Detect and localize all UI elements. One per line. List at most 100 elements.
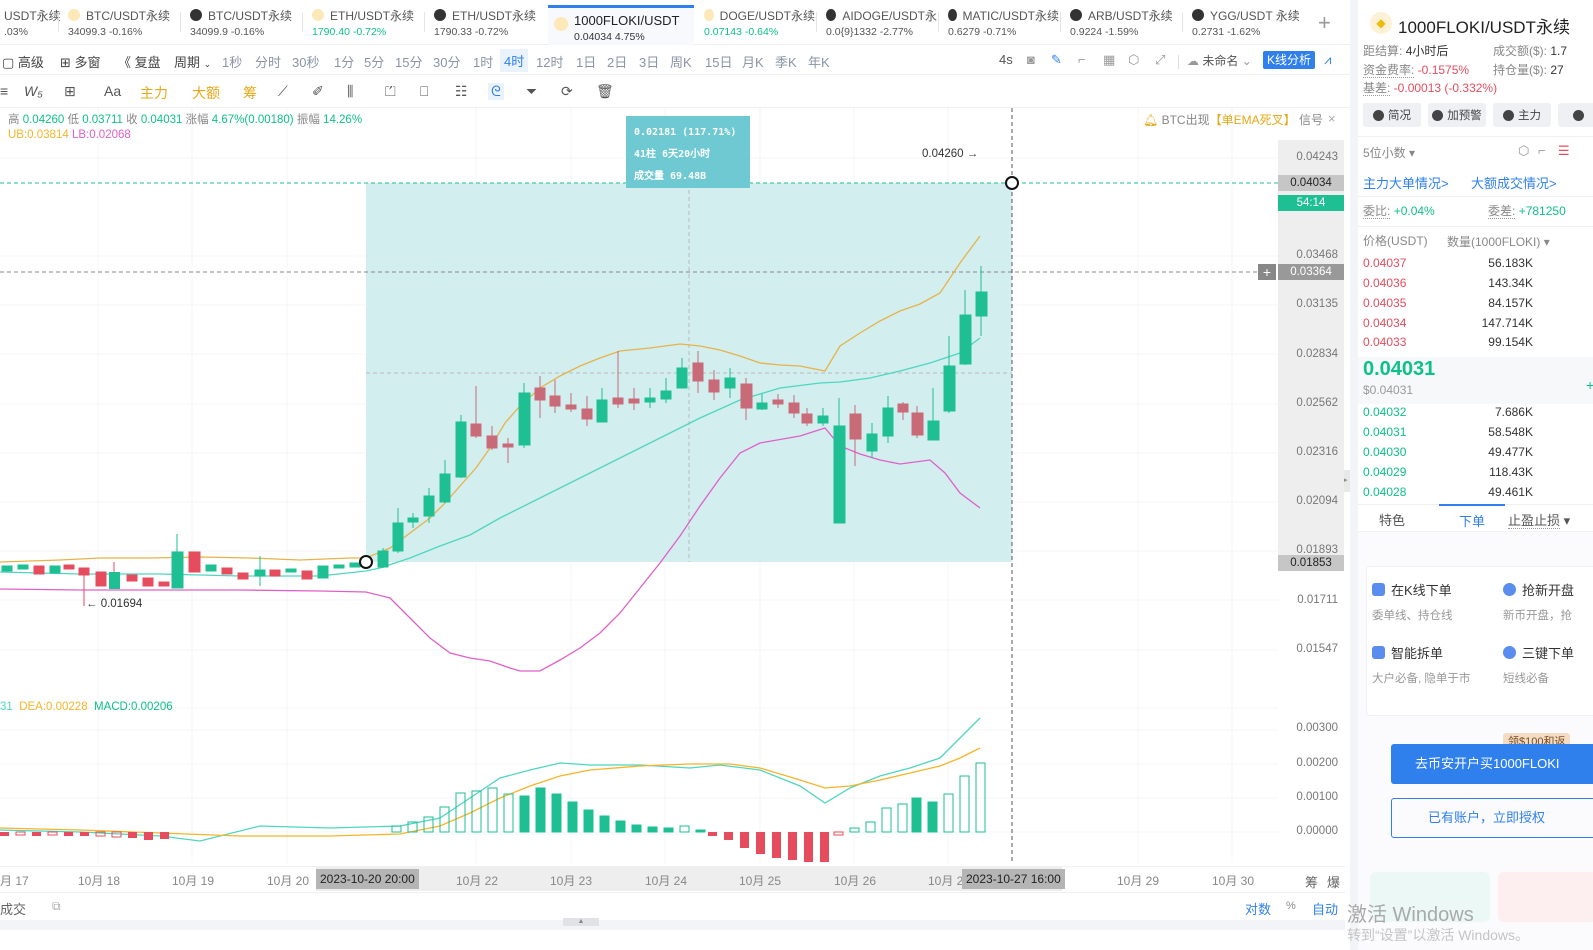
period-15d[interactable]: 15日 <box>705 55 733 70</box>
add-tab-button[interactable]: + <box>1318 10 1331 35</box>
trades-toggle[interactable]: 成交 <box>0 902 27 917</box>
authorize-button[interactable]: 已有账户，立即授权 <box>1391 798 1593 838</box>
collapse-panel-handle[interactable]: ▸ <box>1344 470 1350 492</box>
tab-symbol-1[interactable]: BTC/USDT永续 34099.3 -0.16% <box>64 6 179 42</box>
ask-row[interactable]: 0.04037 56.183K <box>1363 256 1533 270</box>
tab-place-order[interactable]: 下单 <box>1439 504 1505 532</box>
decimals-dropdown[interactable]: 5位小数 ▾ <box>1363 146 1416 160</box>
period-15m[interactable]: 15分 <box>395 55 423 70</box>
filter-icon[interactable]: ⏷ <box>526 83 538 99</box>
overview-button[interactable]: 简况 <box>1363 103 1421 127</box>
tab-symbol-6[interactable]: DOGE/USDT永续 0.07143 -0.64% <box>700 6 815 42</box>
ask-row[interactable]: 0.04036 143.34K <box>1363 276 1533 290</box>
period-dropdown[interactable]: 周期 ⌄ <box>174 55 212 70</box>
feature-kline-order[interactable]: 在K线下单 委单线、持仓线 <box>1372 583 1453 622</box>
advanced-button[interactable]: ▢ 高级 <box>2 55 44 70</box>
funding-rate-info[interactable]: 资金费率: -0.1575% <box>1363 63 1470 78</box>
bid-row[interactable]: 0.04030 49.477K <box>1363 445 1533 459</box>
tab-symbol-3[interactable]: ETH/USDT永续 1790.40 -0.72% <box>308 6 423 42</box>
ask-row[interactable]: 0.04033 99.154K <box>1363 335 1533 349</box>
main-force-button[interactable]: 主力 <box>1493 103 1551 127</box>
candles-icon[interactable]: ⫼ <box>347 83 354 99</box>
period-week[interactable]: 周K <box>670 55 692 70</box>
col-qty-header[interactable]: 数量(1000FLOKI) ▾ <box>1447 235 1550 249</box>
tab-features[interactable]: 特色 <box>1379 513 1406 528</box>
multi-window-button[interactable]: ⊞ 多窗 <box>60 55 101 70</box>
more-button[interactable] <box>1558 103 1593 127</box>
main-force-button[interactable]: 主力 <box>140 85 168 101</box>
layout-dropdown[interactable]: ☁ 未命名 ⌄ <box>1187 54 1252 68</box>
magnet-icon[interactable]: ᘓ <box>488 83 504 100</box>
add-box-icon[interactable]: ⊞ <box>64 83 76 99</box>
add-window-icon[interactable]: ⌐ <box>1538 143 1546 158</box>
add-window-icon[interactable]: ⌐ <box>1078 52 1086 67</box>
tab-symbol-9[interactable]: ARB/USDT永续 0.9224 -1.59% <box>1066 6 1181 42</box>
lock-icon[interactable]: ⏍ <box>385 83 396 99</box>
period-30s[interactable]: 30秒 <box>292 55 320 70</box>
large-orders-link[interactable]: 主力大单情况> <box>1363 176 1449 191</box>
plus-icon[interactable]: + <box>1586 377 1593 393</box>
ask-row[interactable]: 0.04034 147.714K <box>1363 316 1533 330</box>
tab-symbol-0[interactable]: USDT永续 .03% <box>0 6 61 42</box>
bookmark-icon[interactable]: ⎕ <box>420 83 429 99</box>
bid-row[interactable]: 0.04028 49.461K <box>1363 485 1533 499</box>
tab-symbol-7[interactable]: AIDOGE/USDT永 0.0{9}1332 -2.77% <box>822 6 937 42</box>
tab-symbol-2[interactable]: BTC/USDT永续 34099.9 -0.16% <box>186 6 301 42</box>
chips-toggle[interactable]: 筹 <box>1305 875 1319 890</box>
time-axis[interactable]: 月 17 10月 18 10月 19 10月 20 10月 22 10月 23 … <box>0 866 1345 891</box>
camera-icon[interactable]: ◙ <box>1027 52 1035 67</box>
auto-scale-toggle[interactable]: 自动 <box>1312 902 1339 917</box>
trash-icon[interactable]: 🗑 <box>596 83 614 99</box>
edit-icon[interactable]: ⧉ <box>52 899 61 913</box>
percent-scale-toggle[interactable]: % <box>1286 900 1296 912</box>
tab-tp-sl[interactable]: 止盈止损 ▾ <box>1508 513 1571 529</box>
period-1d[interactable]: 1日 <box>576 55 597 70</box>
brush-icon[interactable]: ✐ <box>312 83 324 99</box>
period-tick[interactable]: 分时 <box>255 55 282 70</box>
period-1s[interactable]: 1秒 <box>222 55 243 70</box>
period-5m[interactable]: 5分 <box>364 55 385 70</box>
tab-symbol-8[interactable]: MATIC/USDT永续 0.6279 -0.71% <box>944 6 1059 42</box>
period-30m[interactable]: 30分 <box>433 55 461 70</box>
period-3d[interactable]: 3日 <box>639 55 660 70</box>
text-tool-button[interactable]: Aa <box>104 83 122 99</box>
period-4h[interactable]: 4时 <box>500 49 529 72</box>
tab-symbol-4[interactable]: ETH/USDT永续 1790.33 -0.72% <box>430 6 545 42</box>
signal-alert[interactable]: 🔔︎ BTC出现【单EMA死叉】 信号 <box>1143 113 1323 127</box>
kline-chart[interactable]: 高 0.04260 低 0.03711 收 0.04031 涨幅 4.67%(0… <box>0 108 1350 863</box>
settings-icon[interactable]: ⬡ <box>1518 143 1530 158</box>
popup-icon[interactable]: ▦ <box>1103 52 1116 67</box>
period-year[interactable]: 年K <box>808 55 830 70</box>
period-1m[interactable]: 1分 <box>334 55 355 70</box>
large-trades-link[interactable]: 大额成交情况> <box>1471 176 1557 191</box>
period-1h[interactable]: 1时 <box>473 55 494 70</box>
buy-button[interactable] <box>1370 872 1490 922</box>
wave-tool-icon[interactable]: W₅ <box>24 83 43 99</box>
tab-symbol-active[interactable]: 1000FLOKI/USDT 0.04034 4.75% <box>548 5 694 45</box>
period-2d[interactable]: 2日 <box>607 55 628 70</box>
period-quarter[interactable]: 季K <box>775 55 797 70</box>
feature-new-listing[interactable]: 抢新开盘 新币开盘，抢 <box>1503 583 1575 622</box>
period-12h[interactable]: 12时 <box>536 55 564 70</box>
bid-row[interactable]: 0.04029 118.43K <box>1363 465 1533 479</box>
settings-icon[interactable]: ⬡ <box>1128 52 1140 67</box>
line-tool-icon[interactable]: ≡ <box>0 83 9 99</box>
pencil-icon[interactable]: ✎ <box>1051 52 1062 67</box>
add-price-alert-button[interactable]: + <box>1258 264 1276 280</box>
chips-button[interactable]: 筹 <box>243 85 257 101</box>
sell-button[interactable] <box>1498 872 1593 922</box>
bid-row[interactable]: 0.04031 58.548K <box>1363 425 1533 439</box>
large-orders-button[interactable]: 大额 <box>192 85 220 101</box>
basis-info[interactable]: 基差: -0.00013 (-0.332%) <box>1363 81 1498 96</box>
feature-smart-split[interactable]: 智能拆单 大户必备, 隐单于市 <box>1372 646 1471 685</box>
orderbook-layout-icon[interactable]: ☰ <box>1558 143 1570 158</box>
feature-three-key[interactable]: 三键下单 短线必备 <box>1503 646 1575 685</box>
ruler-icon[interactable]: ⟋ <box>278 83 288 99</box>
fullscreen-icon[interactable]: ⤢ <box>1155 52 1166 67</box>
tab-symbol-10[interactable]: YGG/USDT 永续 0.2731 -1.62% <box>1188 6 1303 42</box>
share-icon[interactable]: ⩘ <box>1324 52 1332 67</box>
add-alert-button[interactable]: 加预警 <box>1428 103 1486 127</box>
replay-button[interactable]: 《 复盘 <box>118 55 161 70</box>
sync-icon[interactable]: ⟳ <box>561 83 573 99</box>
ask-row[interactable]: 0.04035 84.157K <box>1363 296 1533 310</box>
